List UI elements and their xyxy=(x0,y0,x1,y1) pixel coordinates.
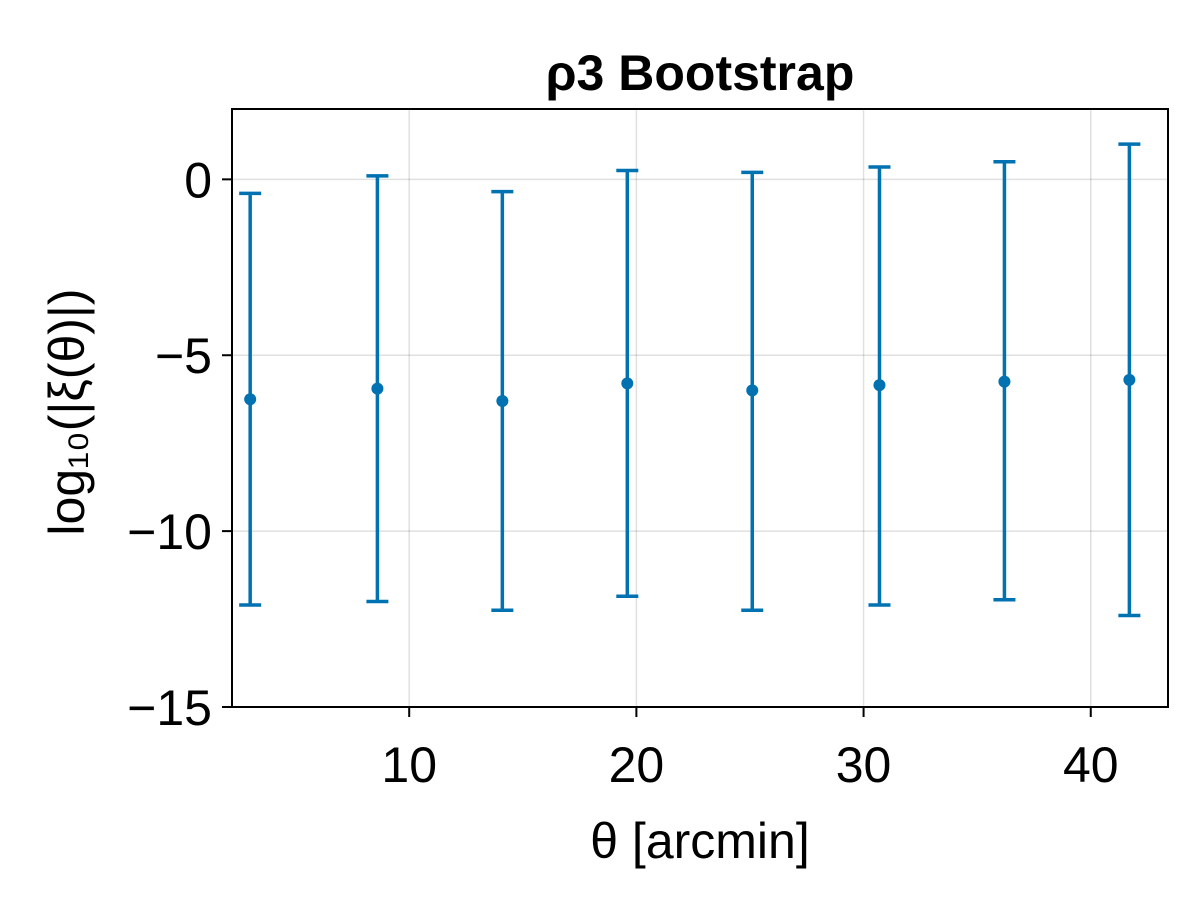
data-point xyxy=(371,382,384,395)
grid xyxy=(232,109,1168,708)
x-tick-label: 40 xyxy=(1063,737,1119,793)
x-tick-label: 10 xyxy=(381,737,437,793)
data-point xyxy=(746,384,759,397)
y-tick-label: −5 xyxy=(155,328,212,384)
data-point xyxy=(496,394,509,407)
y-axis-label: log₁₀(|ξ(θ)|) xyxy=(39,288,95,535)
data-point xyxy=(998,375,1011,388)
axis-ticks: 10 20 30 40 0 −5 −10 −15 xyxy=(127,152,1118,793)
data-point xyxy=(621,377,634,390)
plot-frame xyxy=(231,108,1169,708)
data-series xyxy=(239,142,1141,618)
x-axis-label: θ [arcmin] xyxy=(590,813,810,869)
y-tick-label: −10 xyxy=(127,504,212,560)
x-tick-label: 20 xyxy=(609,737,665,793)
x-tick-label: 30 xyxy=(836,737,892,793)
y-tick-label: 0 xyxy=(184,152,212,208)
chart-title: ρ3 Bootstrap xyxy=(546,45,855,101)
data-point xyxy=(873,379,886,392)
data-point xyxy=(244,393,257,406)
y-tick-label: −15 xyxy=(127,680,212,736)
data-point xyxy=(1123,373,1136,386)
